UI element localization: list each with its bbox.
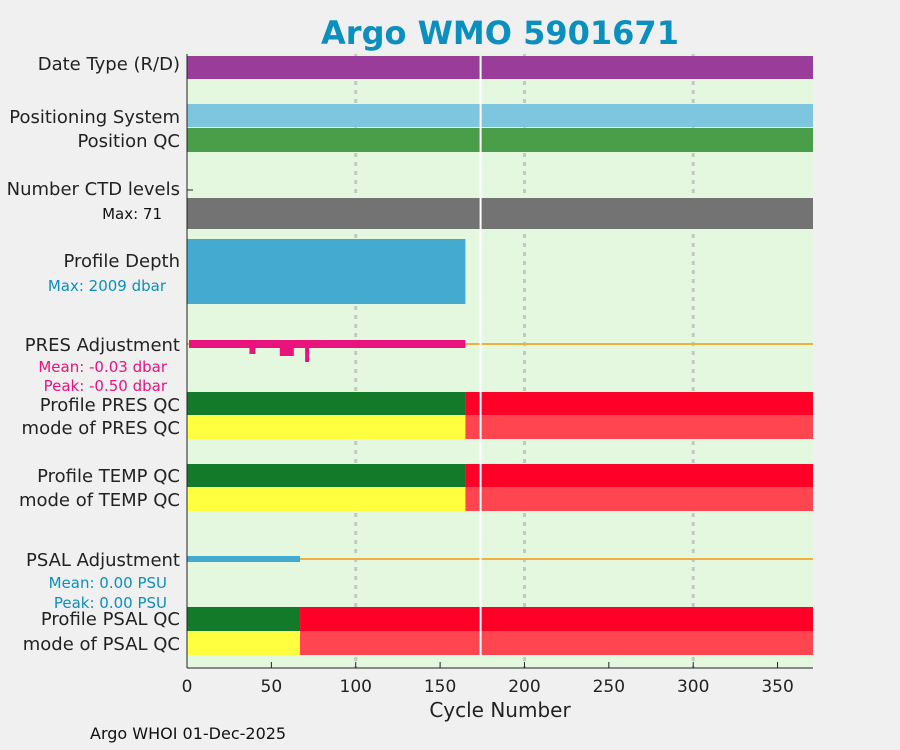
status-segment <box>187 56 813 79</box>
mean-label: Mean: 0.00 PSU <box>49 574 167 592</box>
status-segment <box>300 607 813 631</box>
cycle-marker <box>186 54 482 668</box>
x-tick-label: 350 <box>761 677 793 697</box>
status-segment <box>465 464 813 487</box>
grid-lines <box>354 54 695 668</box>
status-segment <box>187 464 466 487</box>
footer-credit: Argo WHOI 01-Dec-2025 <box>90 724 287 743</box>
status-segment <box>465 392 813 415</box>
row-label: Position QC <box>77 131 180 152</box>
mean-label: Mean: -0.03 dbar <box>38 358 168 376</box>
row-label: PSAL Adjustment <box>26 550 180 571</box>
depth-max-label: Max: 2009 dbar <box>48 277 167 295</box>
status-segment <box>187 104 813 127</box>
row-label: Profile TEMP QC <box>37 466 180 487</box>
status-segment <box>300 631 813 655</box>
pres-adjustment-peak <box>305 340 310 362</box>
ctd-levels-bar <box>187 198 813 229</box>
row-label: mode of TEMP QC <box>19 490 180 511</box>
x-tick-label: 150 <box>424 677 456 697</box>
row-label: Profile PRES QC <box>40 395 180 416</box>
row-label: Profile Depth <box>63 251 180 272</box>
x-tick-label: 200 <box>508 677 540 697</box>
plot-area <box>187 54 813 668</box>
x-tick-label: 50 <box>261 677 283 697</box>
chart-title: Argo WMO 5901671 <box>321 14 679 52</box>
peak-label: Peak: 0.00 PSU <box>54 594 167 612</box>
x-tick-label: 300 <box>677 677 709 697</box>
peak-label: Peak: -0.50 dbar <box>44 377 168 395</box>
status-segment <box>465 415 813 439</box>
row-label: Positioning System <box>9 107 180 128</box>
row-label: Number CTD levels <box>7 179 180 200</box>
status-segment <box>187 392 466 415</box>
x-axis: 0 50 100 150 200 250 300 350 <box>182 662 813 697</box>
ctd-max-label: Max: 71 <box>102 205 162 223</box>
pres-adjustment-band <box>189 340 466 348</box>
row-label: mode of PSAL QC <box>23 634 180 655</box>
status-segment <box>465 487 813 511</box>
row-labels: Date Type (R/D) Positioning System Positio… <box>7 54 180 655</box>
psal-adjustment-band <box>187 556 301 562</box>
x-tick-label: 100 <box>340 677 372 697</box>
pres-adjustment-dip <box>249 340 256 354</box>
status-segment <box>187 487 466 511</box>
status-segment <box>187 128 813 152</box>
status-segment <box>187 415 466 439</box>
x-axis-label: Cycle Number <box>429 698 571 722</box>
status-segment <box>187 607 301 631</box>
x-tick-label: 250 <box>593 677 625 697</box>
row-label: Date Type (R/D) <box>38 54 180 75</box>
profile-depth-bar <box>187 239 466 304</box>
status-segment <box>187 631 301 655</box>
row-label: mode of PRES QC <box>22 418 180 439</box>
row-label: Profile PSAL QC <box>41 609 180 630</box>
status-rows <box>187 56 813 655</box>
x-tick-label: 0 <box>182 677 193 697</box>
pres-adjustment-dip <box>279 340 294 356</box>
row-label: PRES Adjustment <box>25 335 180 356</box>
